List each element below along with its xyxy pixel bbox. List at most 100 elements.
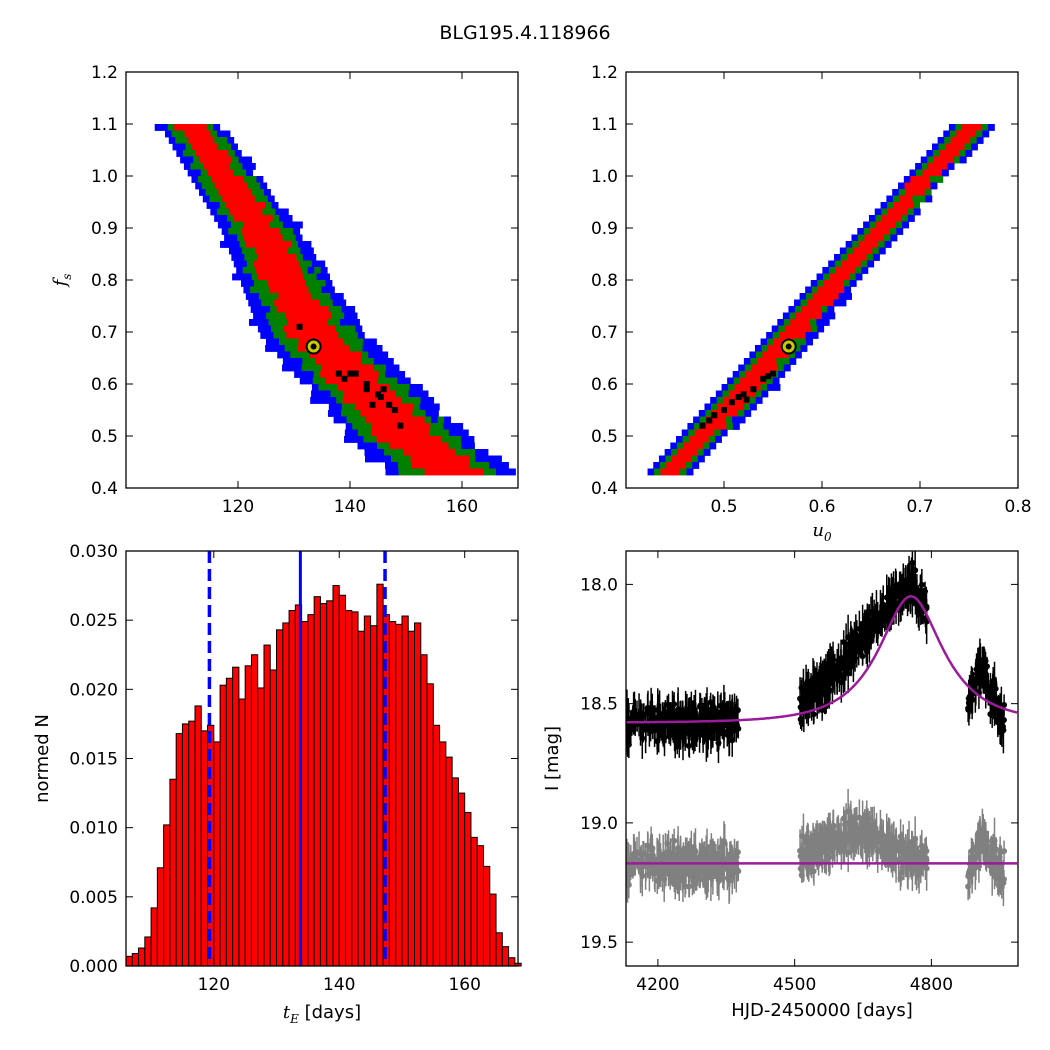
cell-blue [311, 260, 319, 268]
cell-blue [206, 202, 214, 209]
cell-green [314, 267, 322, 274]
cell-green [244, 254, 252, 261]
cell-red [808, 312, 816, 320]
cell-red [435, 436, 442, 443]
cell-blue [351, 429, 359, 437]
cell-blue [285, 215, 293, 222]
cell-red [309, 325, 317, 333]
cell-blue [260, 182, 268, 190]
cell-green [301, 267, 309, 274]
cell-green [377, 442, 384, 450]
cell-blue [676, 436, 683, 443]
cell-red [402, 436, 410, 443]
cell-red [288, 267, 296, 274]
cell-blue [822, 319, 830, 326]
cell-red [378, 423, 386, 430]
cell-red [389, 436, 397, 443]
cell-blue [187, 169, 195, 177]
cell-red [342, 397, 350, 404]
cell-blue [384, 455, 392, 463]
cell-red [379, 416, 386, 424]
cell-red [672, 462, 680, 469]
cell-red [746, 377, 754, 385]
cell-red [280, 299, 288, 307]
histogram-bar [150, 907, 158, 967]
residual-point [803, 836, 810, 843]
residual-point [665, 855, 672, 862]
data-point [861, 624, 868, 631]
cell-red [717, 403, 725, 411]
cell-blue [332, 299, 340, 307]
cell-green [866, 254, 874, 261]
cell-blue [283, 351, 291, 359]
cell-blue [771, 325, 779, 333]
best-fit-marker-core [310, 343, 317, 350]
cell-black [347, 370, 353, 377]
cell-blue [172, 143, 180, 151]
cell-green [249, 176, 257, 183]
cell-blue [941, 169, 949, 177]
cell-red [409, 429, 417, 437]
residual-point [847, 817, 854, 824]
cell-red [220, 169, 228, 177]
cell-blue [369, 338, 377, 346]
cell-red [835, 267, 843, 274]
data-point [847, 637, 854, 644]
cell-red [361, 403, 369, 411]
cell-black [699, 422, 706, 429]
histogram-bar [319, 603, 328, 967]
y-tick-label: 0.4 [591, 479, 618, 499]
cell-red [235, 195, 243, 203]
cell-green [881, 208, 889, 216]
cell-red [363, 390, 370, 398]
cell-red [791, 325, 799, 333]
cell-red [390, 442, 397, 450]
cell-blue [827, 306, 835, 313]
cell-green [296, 351, 304, 359]
data-point [674, 712, 681, 719]
cell-blue [265, 338, 273, 346]
cell-blue [761, 390, 769, 398]
cell-green [454, 436, 462, 443]
cell-red [968, 124, 976, 131]
cell-blue [855, 273, 863, 281]
cell-blue [304, 241, 312, 248]
cell-green [898, 189, 906, 196]
cell-red [345, 377, 353, 385]
cell-red [274, 299, 282, 307]
cell-blue [318, 260, 326, 268]
cell-red [339, 371, 347, 378]
cell-red [813, 299, 821, 307]
cell-red [330, 338, 338, 346]
cell-blue [456, 423, 464, 430]
cell-red [836, 273, 843, 281]
residual-point [729, 874, 736, 881]
cell-green [401, 397, 409, 404]
residual-point [649, 845, 656, 852]
cell-red [924, 182, 931, 190]
cell-red [403, 449, 411, 456]
cell-blue [461, 442, 469, 450]
cell-red [336, 345, 344, 352]
cell-red [764, 364, 772, 372]
cell-red [423, 455, 431, 463]
cell-red [305, 312, 312, 320]
cell-blue [240, 260, 248, 268]
cell-blue [210, 208, 218, 216]
data-point [704, 706, 711, 713]
cell-red [660, 468, 668, 476]
cell-red [317, 338, 325, 346]
cell-red [276, 234, 284, 242]
residual-point [812, 830, 819, 837]
cell-blue [249, 319, 256, 326]
cell-red [382, 390, 390, 398]
cell-green [310, 273, 318, 281]
y-tick-label: 0.4 [91, 479, 118, 499]
cell-red [424, 468, 432, 476]
cell-green [190, 163, 198, 170]
cell-black [335, 370, 342, 377]
cell-red [329, 325, 337, 333]
cell-black [706, 417, 713, 424]
cell-green [397, 449, 404, 456]
cell-red [375, 397, 383, 404]
